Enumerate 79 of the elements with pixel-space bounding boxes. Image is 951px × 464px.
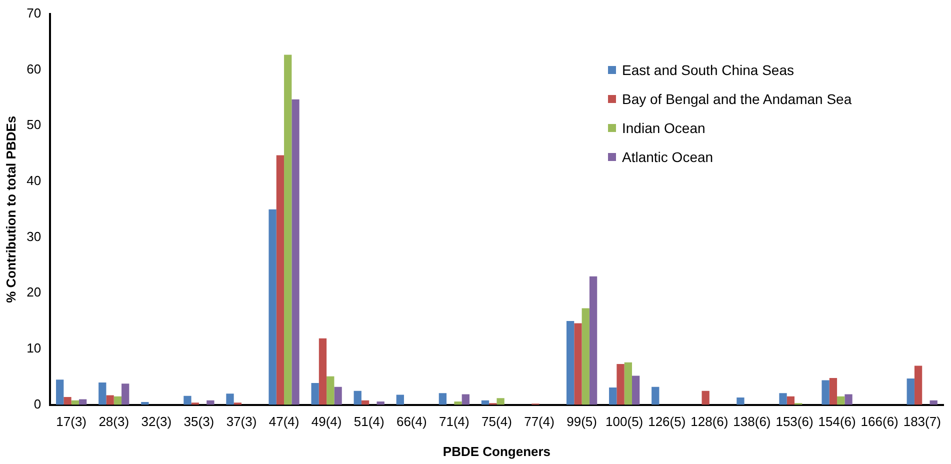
x-tick-label: 47(4)	[268, 414, 300, 430]
bar	[184, 396, 192, 405]
bar	[56, 380, 64, 405]
bar	[632, 376, 640, 405]
legend-label: Bay of Bengal and the Andaman Sea	[622, 91, 852, 107]
x-axis-title: PBDE Congeners	[442, 444, 551, 459]
bar	[206, 400, 214, 405]
bar	[589, 276, 598, 405]
bar	[624, 362, 632, 405]
bar	[837, 396, 845, 405]
x-tick-label: 75(4)	[482, 414, 512, 430]
x-tick-label: 138(6)	[733, 414, 771, 430]
x-tick-label: 66(4)	[396, 414, 427, 430]
bar	[652, 386, 660, 405]
bar	[114, 396, 122, 405]
legend-label: Atlantic Ocean	[622, 149, 714, 165]
x-tick-label: 183(7)	[903, 414, 941, 430]
x-tick-label: 153(6)	[776, 414, 814, 430]
bar	[822, 380, 830, 405]
bar	[354, 390, 362, 405]
bar	[914, 366, 922, 405]
x-tick-label: 51(4)	[354, 414, 384, 430]
y-tick-label: 50	[26, 117, 42, 132]
bar	[736, 398, 744, 405]
bar	[779, 393, 787, 405]
legend-label: East and South China Seas	[622, 62, 794, 78]
bar	[268, 209, 276, 405]
x-tick-label: 17(3)	[56, 414, 87, 430]
y-tick-label: 40	[26, 173, 42, 188]
x-tick-label: 37(3)	[226, 414, 257, 430]
bar	[702, 390, 710, 405]
bar	[318, 338, 327, 405]
y-tick-label: 30	[26, 228, 42, 244]
x-tick-label: 99(5)	[566, 414, 597, 430]
y-tick-label: 10	[26, 340, 42, 356]
y-tick-label: 60	[26, 61, 42, 76]
bar	[462, 394, 470, 405]
bar	[844, 394, 852, 405]
bar	[609, 387, 617, 405]
bar	[78, 399, 87, 405]
x-tick-label: 166(6)	[860, 414, 898, 430]
bar	[574, 323, 582, 405]
x-tick-label: 71(4)	[439, 414, 470, 430]
bar	[906, 378, 914, 405]
bar	[98, 382, 106, 405]
x-tick-label: 154(6)	[818, 414, 856, 430]
y-tick-label: 20	[26, 284, 42, 300]
x-tick-label: 49(4)	[311, 414, 342, 430]
bar	[334, 386, 342, 405]
bar	[582, 308, 590, 405]
bar	[64, 396, 72, 405]
bar	[292, 99, 300, 405]
legend-label: Indian Ocean	[622, 120, 706, 136]
x-tick-label: 77(4)	[524, 414, 554, 430]
x-tick-label: 100(5)	[606, 414, 644, 430]
x-tick-label: 35(3)	[184, 414, 214, 430]
x-tick-label: 28(3)	[98, 414, 130, 430]
bar	[284, 54, 292, 405]
y-axis-title: % Contribution to total PBDEs	[3, 116, 18, 303]
bar	[829, 378, 838, 405]
x-tick-label: 128(6)	[690, 414, 728, 430]
bar	[311, 383, 319, 405]
bar	[141, 402, 149, 405]
bar	[566, 321, 574, 405]
bar	[226, 394, 234, 405]
bar	[454, 401, 462, 405]
bar	[396, 394, 404, 405]
bar	[326, 376, 334, 405]
x-tick-label: 32(3)	[141, 414, 172, 430]
y-tick-label: 0	[34, 396, 42, 412]
bar	[786, 396, 794, 405]
bar	[276, 155, 284, 405]
bar	[496, 398, 504, 405]
x-tick-label: 126(5)	[648, 414, 686, 430]
bar	[122, 384, 130, 405]
bar	[438, 393, 447, 405]
bar	[106, 395, 114, 405]
y-tick-label: 70	[26, 6, 42, 21]
bar	[616, 364, 624, 405]
